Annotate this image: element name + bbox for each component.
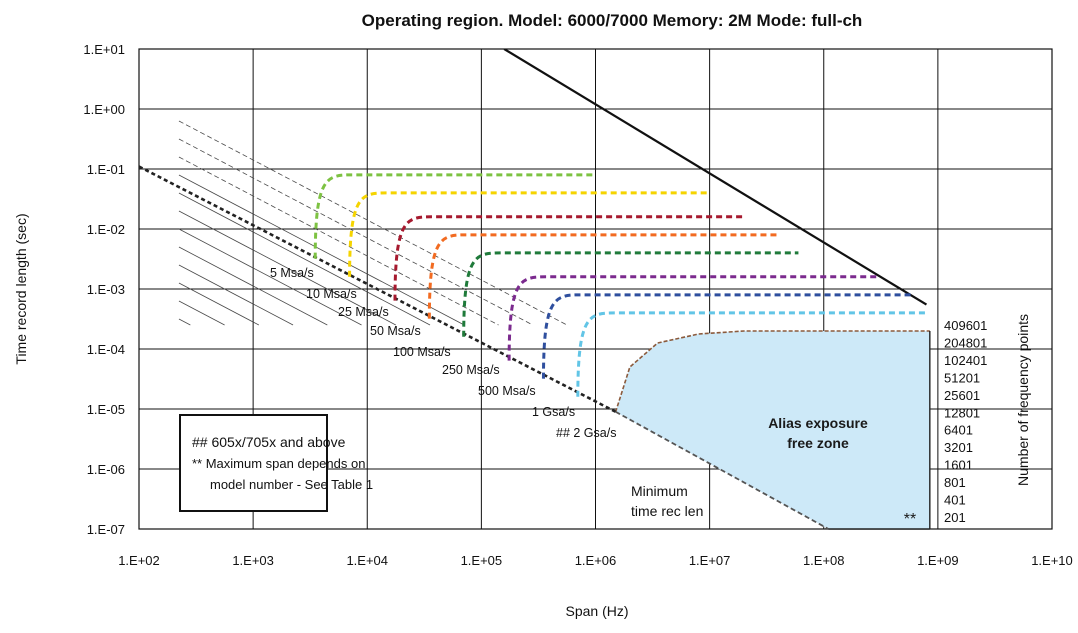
sample-rate-label: 250 Msa/s	[442, 363, 500, 377]
x-tick-label: 1.E+08	[803, 553, 845, 568]
sample-rate-curve	[393, 215, 744, 301]
x-tick-label: 1.E+04	[346, 553, 388, 568]
y-tick-label: 1.E+01	[83, 42, 125, 57]
y-tick-label: 1.E-05	[87, 402, 125, 417]
frequency-point-label: 25601	[944, 388, 980, 403]
sample-rate-curve	[541, 293, 913, 379]
x-tick-label: 1.E+03	[232, 553, 274, 568]
sample-rate-label: 25 Msa/s	[338, 305, 389, 319]
sample-rate-label: 50 Msa/s	[370, 324, 421, 338]
y-tick-label: 1.E+00	[83, 102, 125, 117]
diagonal-line	[178, 174, 465, 326]
diagonal-line	[178, 138, 533, 326]
frequency-point-label: 12801	[944, 405, 980, 420]
note-line-2: ** Maximum span depends on	[192, 456, 365, 471]
y-tick-label: 1.E-02	[87, 222, 125, 237]
x-axis-label: Span (Hz)	[565, 603, 628, 619]
sample-rate-label: 5 Msa/s	[270, 266, 314, 280]
diagonal-line	[178, 228, 362, 326]
diagonal-line	[178, 156, 499, 326]
zone-label-line2: free zone	[787, 435, 849, 451]
min-time-line	[139, 165, 617, 413]
notes-box: ## 605x/705x and above ** Maximum span d…	[179, 414, 373, 512]
sample-rate-label: 10 Msa/s	[306, 287, 357, 301]
diagonal-line	[178, 192, 431, 326]
y-tick-label: 1.E-03	[87, 282, 125, 297]
sample-rate-label: ## 2 Gsa/s	[556, 426, 616, 440]
x-tick-label: 1.E+02	[118, 553, 160, 568]
tick-labels: 1.E+02 1.E+03 1.E+04 1.E+05 1.E+06 1.E+07 1.E+…	[83, 42, 1072, 568]
y-axis-label: Time record length (sec)	[13, 213, 29, 364]
x-tick-label: 1.E+07	[689, 553, 731, 568]
y-tick-label: 1.E-01	[87, 162, 125, 177]
note-line-1: ## 605x/705x and above	[192, 434, 346, 450]
zone-top-border	[614, 330, 930, 413]
x-tick-label: 1.E+09	[917, 553, 959, 568]
frequency-point-label: 204801	[944, 335, 987, 350]
sample-rate-curve	[507, 275, 879, 361]
zone-layer	[614, 330, 931, 530]
diagonal-line	[178, 318, 191, 326]
chart-title: Operating region. Model: 6000/7000 Memor…	[362, 11, 863, 30]
zone-marker: **	[904, 511, 916, 528]
y-tick-label: 1.E-06	[87, 462, 125, 477]
note-line-3: model number - See Table 1	[210, 477, 373, 492]
diagonal-line	[178, 282, 260, 326]
x-tick-label: 1.E+05	[461, 553, 503, 568]
frequency-point-label: 201	[944, 510, 966, 525]
alias-free-zone	[615, 331, 930, 529]
sample-rate-curve	[427, 233, 779, 319]
diagonal-line	[178, 210, 396, 326]
diagonal-line	[178, 300, 225, 326]
sample-rate-label: 1 Gsa/s	[532, 405, 575, 419]
x-tick-label: 1.E+10	[1031, 553, 1073, 568]
frequency-point-label: 6401	[944, 423, 973, 438]
frequency-point-label: 51201	[944, 370, 980, 385]
min-time-line-edge	[615, 410, 829, 529]
min-time-label-line2: time rec len	[631, 503, 703, 519]
sample-rate-curve	[576, 311, 927, 397]
zone-label-line1: Alias exposure	[768, 415, 868, 431]
sample-rate-curve	[462, 251, 799, 337]
sample-rate-curves	[139, 165, 927, 529]
frequency-point-label: 401	[944, 493, 966, 508]
frequency-point-label: 801	[944, 475, 966, 490]
sample-rate-label: 500 Msa/s	[478, 384, 536, 398]
x-tick-label: 1.E+06	[575, 553, 617, 568]
y-tick-label: 1.E-04	[87, 342, 125, 357]
frequency-point-label: 3201	[944, 440, 973, 455]
max-time-line	[503, 49, 928, 306]
y-tick-label: 1.E-07	[87, 522, 125, 537]
diagonal-line	[178, 264, 294, 326]
sample-rate-curve	[348, 191, 710, 277]
diagonal-lines	[178, 49, 928, 326]
sample-rate-curve	[313, 173, 596, 259]
sample-rate-label: 100 Msa/s	[393, 345, 451, 359]
diagonal-line	[178, 246, 328, 326]
y2-axis-label: Number of frequency points	[1015, 314, 1031, 486]
frequency-point-label: 409601	[944, 318, 987, 333]
min-time-label-line1: Minimum	[631, 483, 688, 499]
diagonal-line	[178, 120, 568, 326]
frequency-point-label: 1601	[944, 458, 973, 473]
frequency-point-label: 102401	[944, 353, 987, 368]
